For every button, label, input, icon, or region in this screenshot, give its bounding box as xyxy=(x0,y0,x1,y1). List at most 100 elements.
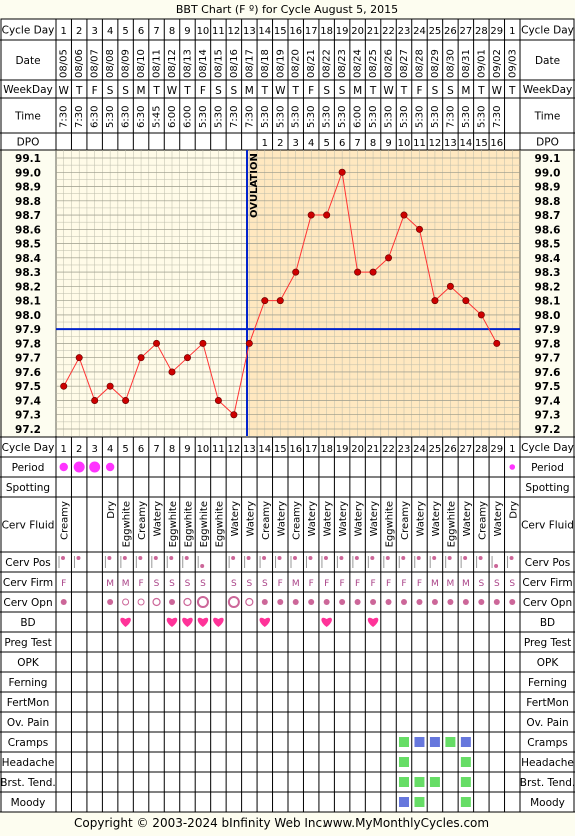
temperature-point xyxy=(91,396,99,404)
cerv-opn-marker xyxy=(227,596,240,608)
cycle-day-cell: 16 xyxy=(289,26,302,37)
row-label-ferning: Ferning xyxy=(9,677,48,689)
cerv-fluid-cell: Watery xyxy=(493,501,504,537)
row-label-headache-right: Headache xyxy=(521,757,574,769)
symptom-marker-headache xyxy=(399,757,409,767)
time-cell: 7:30 xyxy=(229,106,240,128)
cerv-pos-marker xyxy=(354,556,359,560)
cerv-fluid-cell: Watery xyxy=(338,501,349,537)
cycle-day-cell: 23 xyxy=(398,26,411,37)
bd-heart-icon xyxy=(213,617,224,627)
temperature-point xyxy=(276,297,284,305)
cycle-day-cell-bottom: 20 xyxy=(351,444,364,455)
cerv-opn-marker xyxy=(323,599,330,605)
y-tick-label: 98.9 xyxy=(15,182,41,194)
cycle-day-cell: 24 xyxy=(413,26,426,37)
y-tick-label: 97.8 xyxy=(15,338,41,350)
cerv-firm-cell: M xyxy=(106,579,114,589)
dpo-cell: 4 xyxy=(308,138,314,149)
date-cell: 08/07 xyxy=(90,49,101,78)
period-marker xyxy=(73,461,85,473)
time-cell: 5:30 xyxy=(461,106,472,128)
dpo-cell: 6 xyxy=(339,138,345,149)
y-tick-label-right: 97.8 xyxy=(535,338,561,350)
date-cell: 08/23 xyxy=(337,49,348,78)
y-tick-label: 98.3 xyxy=(15,267,41,279)
time-cell: 5:30 xyxy=(322,106,333,128)
row-label-cerv-opn-right: Cerv Opn xyxy=(523,597,572,609)
row-label-headache: Headache xyxy=(2,757,55,769)
cerv-firm-cell: F xyxy=(370,579,375,589)
time-cell: 6:00 xyxy=(167,106,178,128)
cerv-fluid-cell: Eggwhite xyxy=(385,501,396,547)
bd-heart-icon xyxy=(182,617,193,627)
symptom-marker-cramps xyxy=(445,737,456,747)
cerv-fluid-cell: Watery xyxy=(323,501,334,537)
cycle-day-cell: 10 xyxy=(197,26,210,37)
cycle-day-cell: 18 xyxy=(320,26,333,37)
cerv-firm-cell: S xyxy=(231,579,237,589)
dpo-cell: 10 xyxy=(398,138,411,149)
cerv-fluid-cell: Watery xyxy=(245,501,256,537)
cerv-fluid-cell: Eggwhite xyxy=(446,501,457,547)
cerv-firm-cell: F xyxy=(309,579,314,589)
cerv-firm-cell: M xyxy=(122,579,130,589)
weekday-cell: S xyxy=(231,85,238,97)
cerv-pos-marker xyxy=(416,556,421,560)
cycle-day-cell: 1 xyxy=(509,26,515,37)
cerv-firm-cell: M xyxy=(292,579,300,589)
row-label-ferning-right: Ferning xyxy=(528,677,567,689)
cerv-fluid-cell: Creamy xyxy=(400,501,411,540)
cycle-day-cell-bottom: 23 xyxy=(398,444,411,455)
cerv-opn-marker xyxy=(385,599,392,605)
y-tick-label-right: 97.7 xyxy=(535,353,561,365)
date-cell: 08/25 xyxy=(368,49,379,78)
temperature-point xyxy=(230,411,238,419)
weekday-cell: F xyxy=(416,85,422,97)
cerv-pos-marker xyxy=(184,556,189,560)
time-cell: 5:30 xyxy=(414,106,425,128)
cerv-fluid-cell: Watery xyxy=(462,501,473,537)
cerv-opn-marker xyxy=(261,599,268,605)
dpo-cell: 14 xyxy=(459,138,472,149)
row-label-cycle-day: Cycle Day xyxy=(2,25,55,37)
row-label-cerv-fluid: Cerv Fluid xyxy=(2,520,55,532)
date-cell: 08/29 xyxy=(430,49,441,78)
cerv-firm-cell: M xyxy=(462,579,470,589)
footer-copyright: Copyright © 2003-2024 bInfinity Web Inc. xyxy=(74,816,326,830)
cerv-fluid-cell: Creamy xyxy=(261,501,272,540)
cerv-firm-cell: F xyxy=(278,579,283,589)
cerv-firm-cell: S xyxy=(509,579,515,589)
cerv-opn-marker xyxy=(292,599,299,605)
row-label-time-right: Time xyxy=(534,111,561,123)
cerv-fluid-cell: Eggwhite xyxy=(122,501,133,547)
cerv-firm-cell: S xyxy=(154,579,160,589)
temperature-point xyxy=(137,354,145,362)
date-cell: 08/24 xyxy=(353,49,364,78)
y-tick-label-right: 97.5 xyxy=(535,381,561,393)
date-cell: 08/31 xyxy=(461,49,472,78)
temperature-point xyxy=(354,268,362,276)
row-label-opk-right: OPK xyxy=(537,657,560,669)
row-label-cycle-day: Cycle Day xyxy=(2,442,55,454)
period-marker xyxy=(509,464,516,470)
row-label-weekday: WeekDay xyxy=(3,84,53,96)
weekday-cell: M xyxy=(137,85,146,97)
y-tick-label: 98.8 xyxy=(15,196,41,208)
cerv-pos-marker xyxy=(262,556,267,560)
y-tick-label-right: 98.3 xyxy=(535,267,561,279)
bd-heart-icon xyxy=(259,617,271,627)
row-label-cerv-pos-right: Cerv Pos xyxy=(525,557,571,569)
date-cell: 08/30 xyxy=(445,49,456,78)
dpo-cell: 16 xyxy=(490,138,503,149)
time-cell: 7:30 xyxy=(244,106,255,128)
date-cell: 08/10 xyxy=(136,49,147,78)
cerv-pos-marker xyxy=(432,556,437,560)
cerv-pos-marker xyxy=(370,556,375,560)
time-cell: 7:30 xyxy=(492,106,503,128)
temperature-point xyxy=(75,354,83,362)
y-tick-label: 99.1 xyxy=(15,153,41,165)
row-label-opk: OPK xyxy=(17,657,40,669)
cycle-day-cell-bottom: 2 xyxy=(76,444,82,455)
cerv-opn-marker xyxy=(60,599,67,605)
